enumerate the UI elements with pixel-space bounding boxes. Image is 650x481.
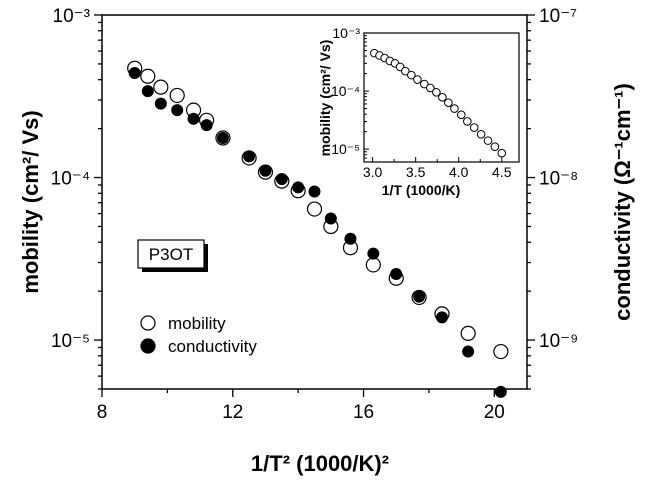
conductivity-point (259, 164, 272, 177)
main-y-tick-label: 10⁻⁴ (51, 169, 90, 190)
conductivity-point (154, 97, 167, 110)
conductivity-point (494, 385, 507, 398)
mobility-point (169, 87, 185, 104)
legend-marker-mobility (140, 315, 156, 331)
main-x-tick-label: 20 (484, 402, 505, 423)
conductivity-point (292, 181, 305, 194)
main-y2-tick-label: 10⁻⁷ (539, 6, 577, 27)
inset-plot-frame (363, 32, 520, 163)
main-y-tick-label: 10⁻⁵ (51, 331, 90, 352)
conductivity-point (216, 132, 229, 145)
inset-mobility-point (432, 88, 441, 97)
inset-mobility-point (497, 148, 507, 158)
legend-label-conductivity: conductivity (168, 337, 257, 356)
main-x-axis-label: 1/T² (1000/K)² (251, 451, 389, 476)
conductivity-point (413, 290, 426, 303)
inset-x-tick-label: 3.5 (406, 164, 426, 180)
inset-mobility-point (401, 66, 410, 76)
main-y2-tick-label: 10⁻⁹ (539, 331, 578, 352)
inset-y-tick-label: 10⁻⁴ (331, 83, 360, 99)
conductivity-point (308, 185, 321, 198)
mobility-point (306, 201, 323, 217)
conductivity-point (436, 311, 448, 324)
main-y-axis: 10⁻⁵ 10⁻⁴ 10⁻³ (51, 6, 102, 390)
conductivity-point (390, 267, 403, 280)
inset-series-group (370, 48, 507, 158)
inset-y-axis: 10⁻⁵ 10⁻⁴ 10⁻³ (331, 25, 369, 163)
inset-x-tick-label: 4.5 (492, 164, 512, 180)
conductivity-point (187, 112, 200, 125)
sample-annotation: P3OT (137, 239, 208, 272)
conductivity-point (141, 85, 154, 98)
conductivity-point (367, 247, 380, 260)
conductivity-point (200, 119, 213, 132)
main-y-tick-label: 10⁻³ (53, 6, 91, 27)
main-x-tick-label: 12 (222, 402, 243, 423)
main-y2-tick-label: 10⁻⁸ (539, 169, 578, 190)
inset-y-tick-label: 10⁻⁵ (331, 141, 360, 157)
conductivity-point (344, 232, 357, 245)
main-y2-axis-label: conductivity (Ω⁻¹cm⁻¹) (610, 83, 635, 321)
conductivity-point (324, 212, 337, 225)
conductivity-point (275, 172, 288, 185)
conductivity-point (171, 104, 184, 117)
inset-mobility-point (463, 117, 472, 126)
main-series-group (127, 60, 509, 398)
inset-x-axis-label: 1/T (1000/K) (382, 182, 461, 198)
main-plot-frame (101, 14, 528, 390)
inset-mobility-point (444, 98, 453, 108)
inset-x-axis: 3.0 3.5 4.0 4.5 (363, 157, 512, 180)
inset-mobility-point (457, 110, 466, 120)
inset-mobility-point (413, 75, 422, 84)
inset-mobility-point (407, 70, 416, 80)
inset-x-tick-label: 3.0 (363, 164, 383, 180)
legend: mobility conductivity (140, 314, 257, 356)
main-x-axis: 8 12 16 20 (97, 389, 505, 423)
conductivity-point (462, 345, 475, 358)
main-x-tick-label: 8 (97, 402, 108, 423)
inset-mobility-point (419, 79, 429, 89)
mobility-point (140, 68, 156, 84)
inset-mobility-point (483, 136, 493, 145)
inset-y-axis-label: mobility (cm²/ Vs) (317, 40, 333, 157)
sample-annotation-box (137, 239, 205, 269)
main-x-tick-label: 16 (353, 402, 374, 423)
mobility-point (153, 79, 169, 95)
legend-marker-conductivity (140, 338, 156, 354)
mobility-point (460, 325, 476, 341)
main-y-axis-label: mobility (cm²/ Vs) (18, 110, 43, 293)
mobility-point (365, 257, 381, 273)
legend-label-mobility: mobility (168, 314, 226, 333)
mobility-point (493, 343, 509, 360)
inset-chart: 3.0 3.5 4.0 4.5 10⁻⁵ 10⁻⁴ 10⁻³ 1/T (1000/K) m… (317, 25, 520, 198)
inset-mobility-point (450, 104, 459, 113)
inset-mobility-point (476, 129, 486, 139)
inset-mobility-point (490, 142, 500, 152)
inset-mobility-point (438, 93, 447, 102)
inset-mobility-point (469, 123, 479, 132)
conductivity-point (128, 66, 141, 79)
conductivity-point (243, 150, 256, 163)
inset-y-tick-label: 10⁻³ (332, 25, 360, 41)
main-y2-axis: 10⁻⁹ 10⁻⁸ 10⁻⁷ (527, 6, 578, 390)
inset-mobility-point (426, 83, 435, 93)
sample-annotation-text: P3OT (149, 245, 193, 264)
inset-x-tick-label: 4.0 (449, 164, 469, 180)
